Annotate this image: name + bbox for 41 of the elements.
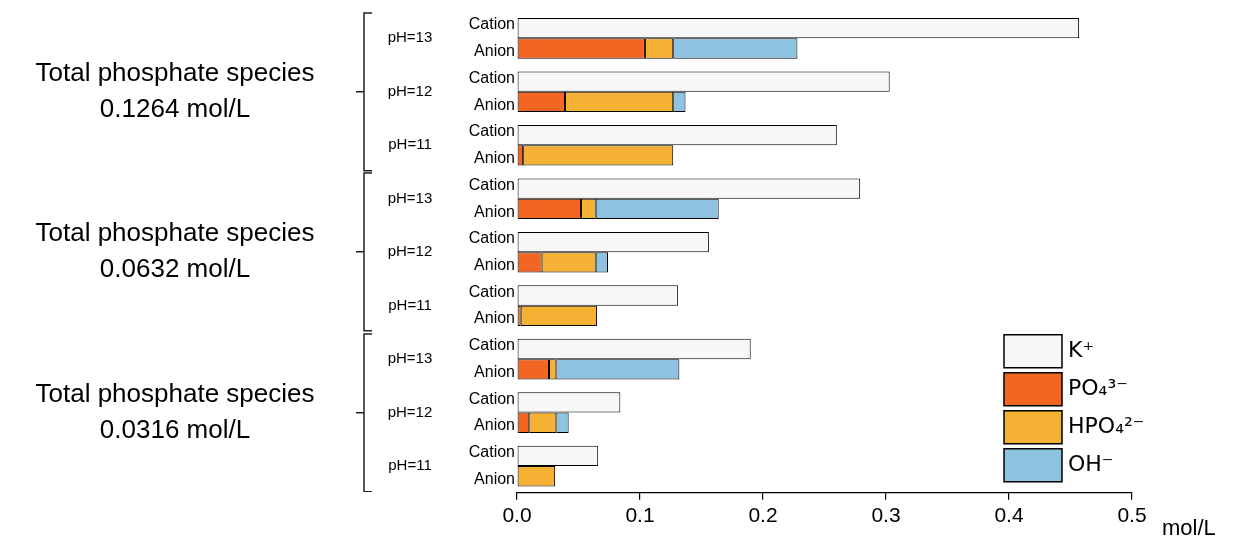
- text: pH=12: [387, 242, 433, 260]
- y-tick-label: Anion: [474, 469, 515, 487]
- y-tick-label: Anion: [474, 362, 515, 380]
- y-tick-label: Anion: [474, 42, 515, 60]
- text: pH=11: [388, 456, 432, 474]
- text: pH=11: [388, 295, 432, 313]
- text: pH=12: [387, 402, 433, 420]
- legend-label: OH⁻: [1068, 451, 1114, 477]
- y-tick-label: Cation: [468, 282, 515, 300]
- y-tick-label: Cation: [468, 15, 515, 33]
- y-tick-label: Cation: [468, 389, 515, 407]
- legend-label: K⁺: [1068, 337, 1095, 363]
- legend-label: HPO₄²⁻: [1068, 413, 1145, 439]
- y-tick-label: Cation: [468, 229, 515, 247]
- y-tick-label: Anion: [474, 309, 515, 327]
- x-tick-label: 0.5: [1117, 503, 1147, 527]
- y-tick-label: Anion: [474, 255, 515, 273]
- y-tick-label: Cation: [468, 175, 515, 193]
- text: pH=12: [387, 81, 433, 99]
- y-tick-label: Anion: [474, 202, 515, 220]
- y-tick-label: Cation: [468, 68, 515, 86]
- x-tick-label: 0.2: [748, 503, 778, 527]
- legend-label: PO₄³⁻: [1068, 375, 1128, 401]
- y-tick-label: Anion: [474, 95, 515, 113]
- y-tick-label: Anion: [474, 416, 515, 434]
- text: Total phosphate species 0.0632 mol/L: [35, 217, 315, 284]
- y-tick-label: Anion: [474, 149, 515, 167]
- x-tick-label: 0.4: [994, 503, 1024, 527]
- x-tick-label: 0.0: [502, 503, 532, 527]
- text: pH=11: [388, 135, 432, 153]
- y-tick-label: Cation: [468, 443, 515, 461]
- y-tick-label: Cation: [468, 122, 515, 140]
- y-tick-label: Cation: [468, 336, 515, 354]
- x-axis-title: mol/L: [1162, 514, 1216, 537]
- text: pH=13: [387, 28, 433, 46]
- text: pH=13: [387, 349, 433, 367]
- text: Total phosphate species 0.0316 mol/L: [35, 377, 315, 444]
- x-tick-label: 0.3: [871, 503, 901, 527]
- text: pH=13: [387, 188, 433, 206]
- text: Total phosphate species 0.1264 mol/L: [35, 56, 315, 123]
- x-tick-label: 0.1: [625, 503, 655, 527]
